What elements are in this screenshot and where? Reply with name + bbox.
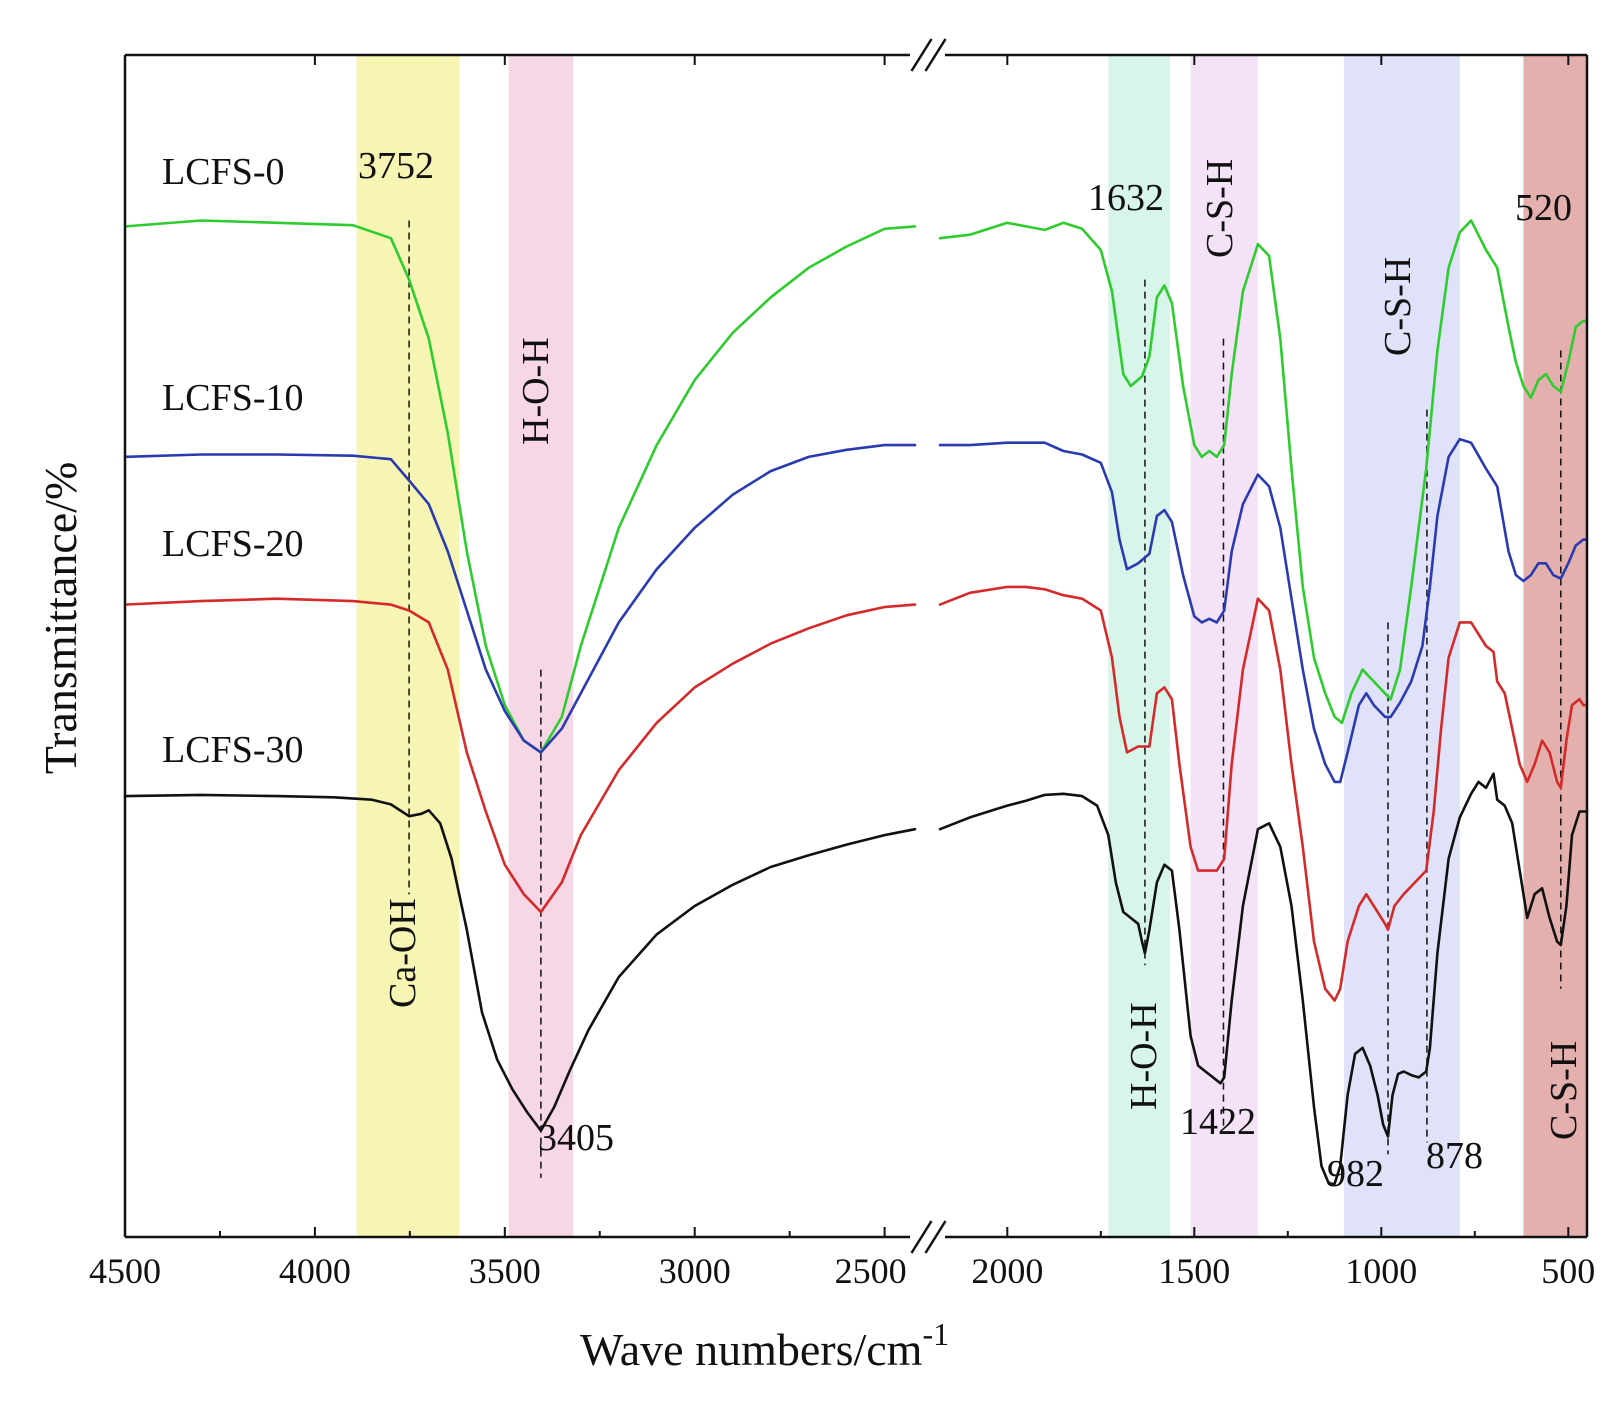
peak-label-982: 982: [1327, 1153, 1384, 1195]
x-tick-label-1000: 1000: [1345, 1251, 1417, 1291]
peak-label-3752: 3752: [358, 145, 434, 187]
x-tick-label-1500: 1500: [1158, 1251, 1230, 1291]
peak-label-878: 878: [1426, 1135, 1483, 1177]
x-axis-title-superscript: -1: [922, 1316, 949, 1352]
reference-line-layer: [408, 220, 1562, 1178]
series-line-lcfs-10-part1: [123, 443, 917, 754]
x-tick-label-2500: 2500: [835, 1251, 907, 1291]
x-tick-label-4500: 4500: [89, 1251, 161, 1291]
band-layer: [356, 55, 1587, 1237]
band-4: [1343, 55, 1460, 1237]
series-label-lcfs-0: LCFS-0: [162, 151, 284, 193]
series-label-lcfs-30: LCFS-30: [162, 729, 303, 771]
peak-label-520: 520: [1515, 187, 1572, 229]
band-label-c-s-h-2: C-S-H: [1377, 257, 1419, 356]
axis-break-mark-1-1: [924, 1220, 947, 1254]
band-label-c-s-h-3: C-S-H: [1543, 1041, 1585, 1140]
series-line-lcfs-20-part2: [938, 585, 1589, 1002]
axis-break-mark-0-0: [910, 38, 933, 72]
band-label-h-o-h-2: H-O-H: [1123, 1002, 1165, 1110]
x-tick-label-4000: 4000: [279, 1251, 351, 1291]
band-2: [1108, 55, 1171, 1237]
series-line-lcfs-20-part1: [123, 597, 917, 914]
series-label-lcfs-10: LCFS-10: [162, 377, 303, 419]
x-tick-label-500: 500: [1541, 1251, 1595, 1291]
band-0: [356, 55, 460, 1237]
series-line-lcfs-30-part2: [938, 772, 1589, 1186]
x-tick-label-2000: 2000: [971, 1251, 1043, 1291]
axes-layer: 4500 4000 3500 3000 2500 2000 1500 1000 500: [89, 38, 1595, 1291]
series-label-lcfs-20: LCFS-20: [162, 523, 303, 565]
x-tick-label-3500: 3500: [469, 1251, 541, 1291]
band-label-ca-oh: Ca-OH: [382, 898, 424, 1008]
band-5: [1523, 55, 1587, 1237]
peak-label-1422: 1422: [1180, 1101, 1256, 1143]
series-line-lcfs-0-part2: [938, 219, 1589, 725]
series-layer: [123, 219, 1589, 1186]
peak-label-3405: 3405: [538, 1117, 614, 1159]
y-axis-title: Transmittance/%: [35, 462, 86, 775]
band-1: [508, 55, 574, 1237]
x-axis-title-text: Wave numbers/cm: [580, 1324, 923, 1375]
band-label-c-s-h-1: C-S-H: [1199, 159, 1241, 258]
x-axis-title: Wave numbers/cm-1: [580, 1316, 949, 1375]
band-label-h-o-h-1: H-O-H: [515, 337, 557, 445]
x-tick-label-3000: 3000: [659, 1251, 731, 1291]
series-line-lcfs-30-part1: [123, 793, 917, 1132]
axis-break-mark-1-0: [910, 1220, 933, 1254]
peak-label-1632: 1632: [1088, 177, 1164, 219]
series-line-lcfs-10-part2: [938, 437, 1589, 784]
axis-break-mark-0-1: [924, 38, 947, 72]
